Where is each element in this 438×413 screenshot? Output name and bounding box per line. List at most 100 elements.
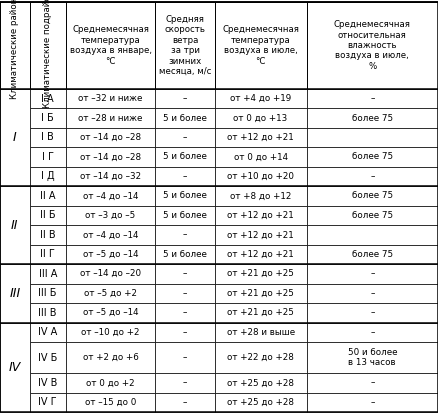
Bar [66,225,155,244]
Text: от 0 до +2: от 0 до +2 [86,378,135,387]
Text: II: II [11,218,19,232]
Bar [215,206,307,225]
Bar [155,2,215,89]
Bar [215,284,307,303]
Text: –: – [370,172,374,181]
Text: 5 и более: 5 и более [163,211,207,220]
Bar [155,206,215,225]
Bar [215,303,307,323]
Text: более 75: более 75 [352,114,393,123]
Bar [307,108,438,128]
Bar [66,186,155,206]
Bar [66,108,155,128]
Bar [66,264,155,284]
Text: от –28 и ниже: от –28 и ниже [78,114,143,123]
Bar [66,89,155,108]
Bar [307,393,438,412]
Bar [66,284,155,303]
Bar [215,147,307,167]
Bar [66,373,155,393]
Text: III А: III А [39,269,57,279]
Bar [307,128,438,147]
Text: –: – [183,230,187,240]
Text: I Д: I Д [41,171,55,181]
Bar [30,264,66,284]
Text: Среднемесячная
относительная
влажность
воздуха в июле,
%: Среднемесячная относительная влажность в… [334,20,411,71]
Text: 5 и более: 5 и более [163,192,207,200]
Text: –: – [370,94,374,103]
Text: от +25 до +28: от +25 до +28 [227,398,294,407]
Text: от 0 до +14: от 0 до +14 [233,152,288,161]
Bar [155,128,215,147]
Bar [30,342,66,373]
Text: IV Б: IV Б [38,353,57,363]
Bar [66,303,155,323]
Bar [30,2,66,89]
Text: от –5 до +2: от –5 до +2 [84,289,137,298]
Bar [215,108,307,128]
Text: от –4 до –14: от –4 до –14 [83,192,138,200]
Text: от +12 до +21: от +12 до +21 [227,230,294,240]
Text: от +21 до +25: от +21 до +25 [227,269,294,278]
Bar [30,244,66,264]
Text: I Г: I Г [42,152,54,162]
Bar [307,186,438,206]
Bar [0,2,30,89]
Bar [215,393,307,412]
Bar [155,244,215,264]
Bar [307,147,438,167]
Bar [155,393,215,412]
Bar [66,393,155,412]
Text: Среднемесячная
температура
воздуха в январе,
°С: Среднемесячная температура воздуха в янв… [70,25,152,66]
Text: от +21 до +25: от +21 до +25 [227,289,294,298]
Text: –: – [183,309,187,317]
Text: IV А: IV А [38,328,57,337]
Bar [66,323,155,342]
Text: IV: IV [9,361,21,374]
Text: более 75: более 75 [352,211,393,220]
Text: –: – [370,269,374,278]
Bar [66,128,155,147]
Text: от +10 до +20: от +10 до +20 [227,172,294,181]
Bar [66,2,155,89]
Text: –: – [370,328,374,337]
Bar [0,89,30,186]
Bar [215,2,307,89]
Bar [0,264,30,323]
Text: IV В: IV В [38,378,57,388]
Bar [155,284,215,303]
Text: –: – [183,378,187,387]
Text: от –32 и ниже: от –32 и ниже [78,94,143,103]
Text: от +21 до +25: от +21 до +25 [227,309,294,317]
Bar [155,108,215,128]
Text: от –10 до +2: от –10 до +2 [81,328,140,337]
Bar [155,342,215,373]
Text: Средняя
скорость
ветра
за три
зимних
месяца, м/с: Средняя скорость ветра за три зимних мес… [159,15,211,76]
Bar [215,323,307,342]
Text: –: – [183,269,187,278]
Bar [155,323,215,342]
Bar [155,225,215,244]
Bar [0,323,30,412]
Text: от –14 до –28: от –14 до –28 [80,152,141,161]
Bar [66,147,155,167]
Text: от –4 до –14: от –4 до –14 [83,230,138,240]
Text: II А: II А [40,191,56,201]
Text: –: – [370,289,374,298]
Text: –: – [183,328,187,337]
Text: от –15 до 0: от –15 до 0 [85,398,136,407]
Bar [30,323,66,342]
Text: Среднемесячная
температура
воздуха в июле,
°С: Среднемесячная температура воздуха в июл… [222,25,299,66]
Bar [307,303,438,323]
Text: от +12 до +21: от +12 до +21 [227,133,294,142]
Text: от +12 до +21: от +12 до +21 [227,250,294,259]
Bar [155,147,215,167]
Bar [307,89,438,108]
Bar [215,244,307,264]
Bar [0,186,30,264]
Bar [66,206,155,225]
Bar [155,89,215,108]
Text: –: – [183,172,187,181]
Text: I В: I В [41,133,54,142]
Text: –: – [370,378,374,387]
